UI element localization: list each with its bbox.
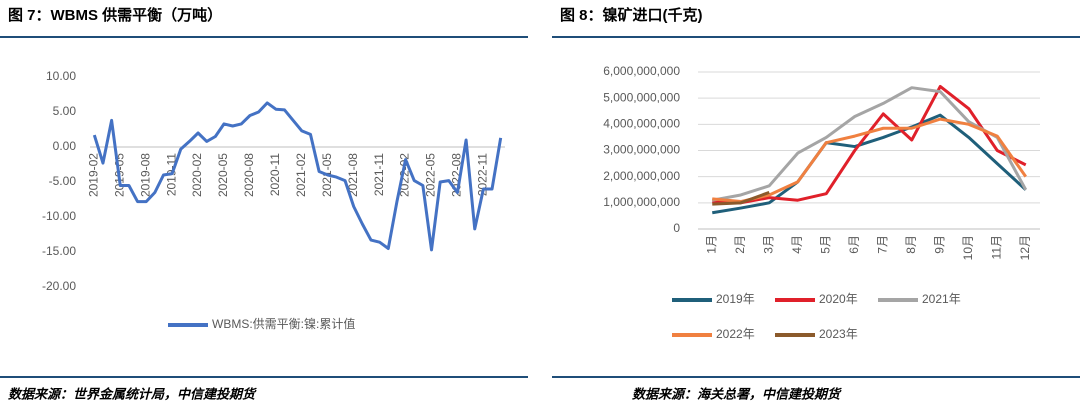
y-tick-label: 0.00 [53,139,77,153]
x-tick-label: 3月 [761,235,775,254]
data-line [92,101,503,252]
x-tick-label: 6月 [847,235,861,254]
legend-label: 2019年 [716,292,755,306]
chart-title: 图 8：镍矿进口(千克) [560,6,703,24]
source: 数据来源：世界金属统计局，中信建投期货 [8,386,257,401]
y-tick-label: 3,000,000,000 [603,143,680,157]
data-line [711,86,1028,202]
x-tick-label: 5月 [818,235,832,254]
x-tick-label: 12月 [1018,235,1032,260]
y-tick-label: 5,000,000,000 [603,90,680,104]
source: 数据来源：海关总署，中信建投期货 [632,386,842,401]
x-tick-label: 2020-05 [216,153,230,197]
y-tick-label: -5.00 [49,174,77,188]
x-tick-label: 7月 [875,235,889,254]
y-tick-label: 0 [673,221,680,235]
x-tick-label: 2022-05 [424,153,438,197]
y-tick-label: -15.00 [42,244,76,258]
legend-label: 2022年 [716,327,755,341]
x-tick-label: 2021-08 [346,153,360,197]
legend-label: WBMS:供需平衡:镍:累计值 [212,316,355,331]
x-tick-label: 1月 [704,235,718,254]
x-tick-label: 4月 [790,235,804,254]
x-tick-label: 2022-11 [476,153,490,196]
y-tick-label: 2,000,000,000 [603,169,680,183]
y-tick-label: 5.00 [53,104,77,118]
x-tick-label: 2月 [733,235,747,254]
data-line [712,113,1027,215]
data-line [712,117,1027,204]
y-tick-label: -10.00 [42,209,76,223]
x-tick-label: 2020-02 [190,153,204,197]
y-tick-label: 4,000,000,000 [603,117,680,131]
x-tick-label: 2021-02 [294,153,308,197]
x-tick-label: 2021-11 [372,153,386,196]
x-tick-label: 2020-11 [268,153,282,196]
y-tick-label: 1,000,000,000 [603,195,680,209]
chart-title: 图 7：WBMS 供需平衡（万吨） [8,6,222,24]
x-tick-label: 2020-08 [242,153,256,197]
y-tick-label: -20.00 [42,279,76,293]
legend-label: 2023年 [819,327,858,341]
y-tick-label: 6,000,000,000 [603,64,680,78]
x-tick-label: 8月 [904,235,918,254]
legend-label: 2020年 [819,292,858,306]
data-line [712,190,770,206]
x-tick-label: 2019-08 [138,153,152,197]
x-tick-label: 11月 [989,235,1003,259]
x-tick-label: 9月 [932,235,946,254]
y-tick-label: 10.00 [46,69,76,83]
legend-label: 2021年 [922,292,961,306]
x-tick-label: 10月 [961,235,975,260]
x-tick-label: 2019-02 [86,153,100,197]
